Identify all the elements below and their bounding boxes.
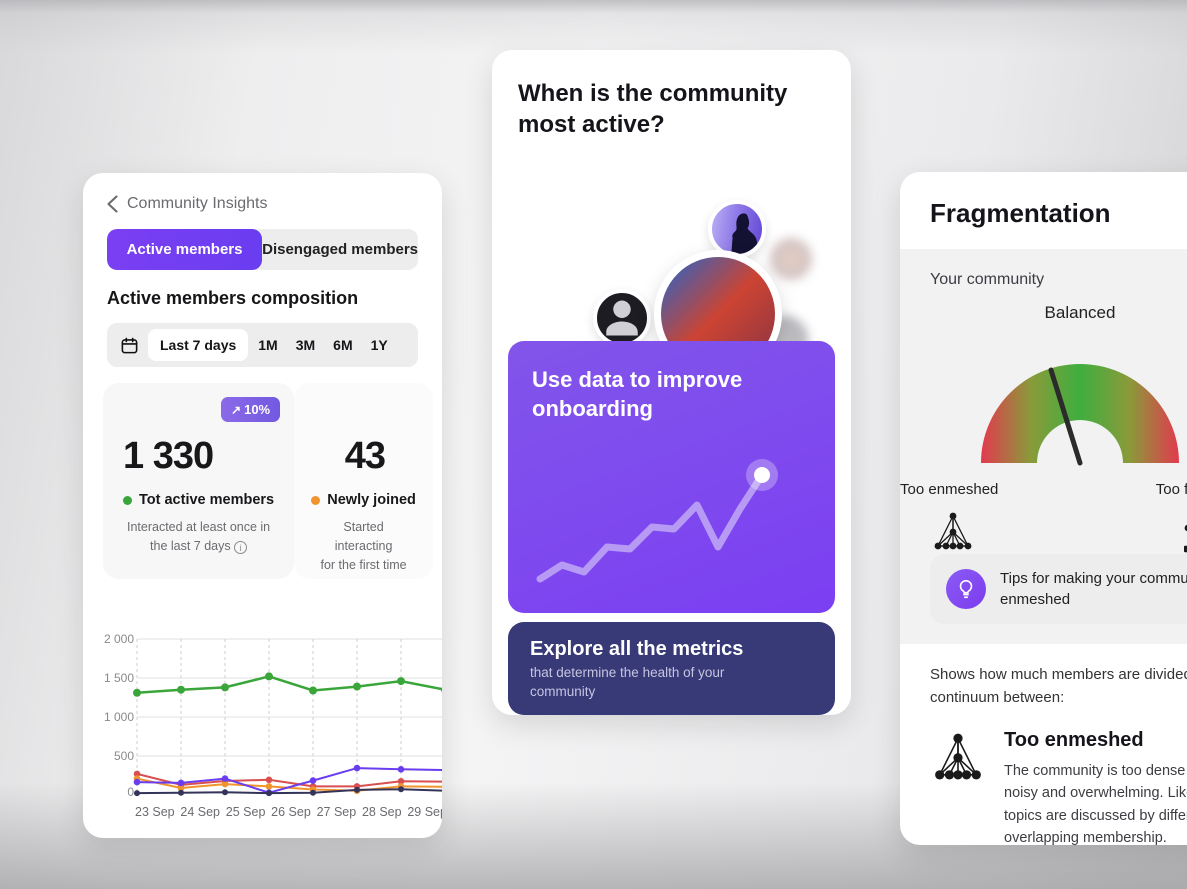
svg-text:2 000: 2 000 — [104, 632, 134, 646]
svg-text:1 000: 1 000 — [104, 710, 134, 724]
svg-text:1 500: 1 500 — [104, 671, 134, 685]
svg-text:0: 0 — [127, 785, 134, 799]
svg-text:500: 500 — [114, 749, 134, 763]
